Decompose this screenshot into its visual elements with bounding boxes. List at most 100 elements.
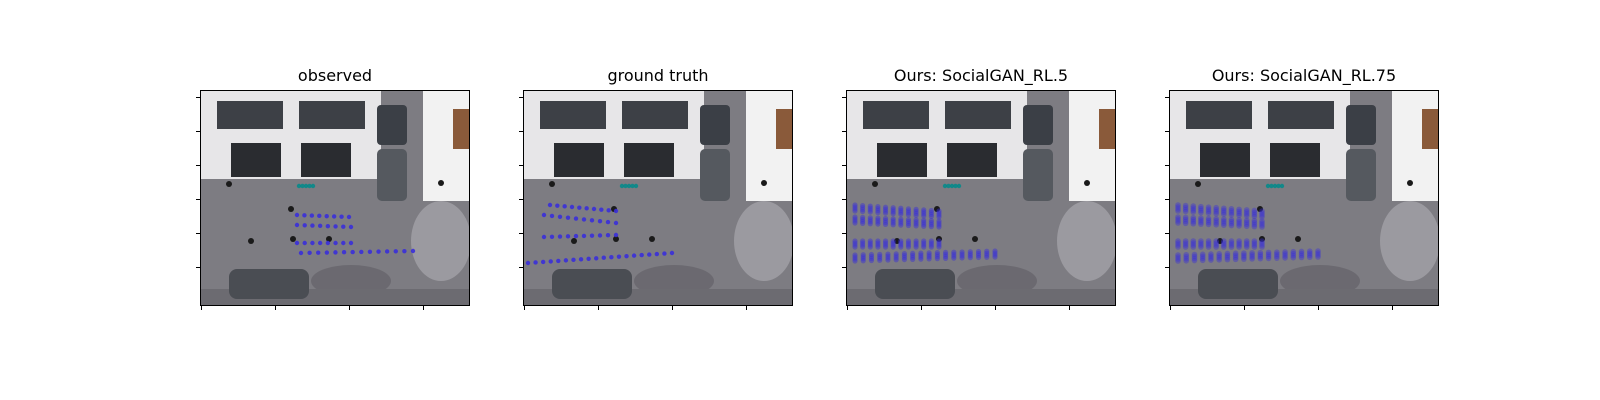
- y-tick: [1165, 165, 1170, 166]
- predicted-track-point: [1198, 240, 1204, 246]
- track-point: [669, 250, 675, 256]
- predicted-track-point: [860, 204, 866, 211]
- predicted-track-point: [1228, 244, 1235, 250]
- predicted-track-point: [1251, 244, 1258, 250]
- predicted-track-point: [1251, 223, 1258, 230]
- predicted-track-point: [898, 238, 904, 244]
- predicted-track-point: [1175, 206, 1181, 212]
- predicted-track-point: [905, 212, 912, 218]
- predicted-track-point: [867, 219, 873, 225]
- predicted-track-point: [905, 216, 912, 223]
- observed-track-point: [623, 183, 628, 189]
- predicted-track-point: [936, 218, 942, 224]
- observed-track-point: [296, 183, 302, 189]
- predicted-track-point: [1190, 240, 1197, 246]
- track-point: [662, 251, 667, 256]
- observed-track-point: [946, 183, 951, 189]
- predicted-track-point: [926, 254, 932, 260]
- predicted-track-point: [1175, 244, 1181, 250]
- predicted-track-point: [867, 221, 873, 227]
- x-tick: [1318, 305, 1319, 310]
- predicted-track-point: [967, 255, 973, 261]
- observed-track-point: [341, 250, 347, 255]
- predicted-track-point: [1198, 219, 1204, 225]
- predicted-track-point: [1182, 220, 1189, 227]
- pedestrian: [1295, 236, 1301, 242]
- predicted-track-point: [913, 208, 919, 214]
- y-tick: [842, 165, 847, 166]
- y-tick: [842, 267, 847, 268]
- predicted-track-point: [890, 244, 896, 250]
- pedestrian: [972, 236, 978, 242]
- predicted-track-point: [1221, 238, 1227, 244]
- predicted-track-point: [890, 218, 896, 224]
- predicted-track-point: [934, 250, 940, 256]
- predicted-track-point: [1241, 254, 1247, 260]
- predicted-track-point: [928, 207, 934, 214]
- predicted-track-point: [905, 244, 912, 250]
- track-point: [631, 253, 637, 258]
- x-tick: [1170, 305, 1171, 310]
- predicted-track-point: [860, 220, 866, 226]
- predicted-track-point: [890, 238, 896, 244]
- predicted-track-point: [1183, 255, 1190, 262]
- predicted-track-point: [1241, 252, 1247, 258]
- predicted-track-point: [1213, 204, 1219, 211]
- predicted-track-point: [1221, 240, 1227, 246]
- observed-track-point: [949, 183, 955, 189]
- predicted-track-point: [901, 256, 908, 263]
- predicted-track-point: [928, 244, 934, 250]
- predicted-track-point: [951, 253, 957, 259]
- track-point: [577, 205, 582, 210]
- predicted-track-point: [860, 208, 866, 215]
- predicted-track-point: [1251, 221, 1258, 228]
- predicted-track-point: [890, 205, 896, 211]
- track-point: [556, 258, 561, 264]
- predicted-track-point: [1213, 210, 1219, 217]
- predicted-track-point: [893, 257, 899, 263]
- predicted-track-point: [1175, 258, 1181, 264]
- predicted-track-point: [890, 240, 896, 246]
- parked-car: [1023, 149, 1053, 201]
- predicted-track-point: [1175, 220, 1181, 226]
- predicted-track-point: [1198, 221, 1204, 227]
- predicted-track-point: [852, 220, 858, 226]
- panel-observed: observed: [196, 62, 470, 310]
- panel-socialgan-rl-75: Ours: SocialGAN_RL.75: [1165, 62, 1439, 310]
- predicted-track-point: [860, 242, 866, 248]
- observed-track-point: [384, 249, 390, 254]
- track-point: [573, 216, 579, 221]
- predicted-track-point: [1282, 249, 1288, 255]
- predicted-track-point: [1290, 248, 1297, 255]
- awning: [776, 109, 792, 149]
- street-scene: [201, 91, 469, 305]
- predicted-track-point: [1228, 208, 1235, 214]
- predicted-track-point: [942, 251, 949, 258]
- predicted-track-point: [936, 240, 942, 246]
- predicted-track-point: [1236, 212, 1242, 219]
- predicted-track-point: [860, 254, 866, 260]
- pedestrian: [613, 236, 619, 242]
- predicted-track-point: [905, 238, 912, 244]
- predicted-track-point: [1213, 208, 1219, 215]
- observed-track-point: [294, 222, 300, 228]
- window: [540, 101, 606, 129]
- window: [1186, 101, 1252, 129]
- predicted-track-point: [934, 254, 940, 260]
- observed-track-point: [341, 224, 346, 229]
- track-point: [557, 214, 563, 219]
- predicted-track-point: [1175, 242, 1181, 248]
- observed-track-point: [317, 240, 323, 246]
- predicted-track-point: [975, 254, 982, 261]
- predicted-track-point: [1259, 238, 1265, 244]
- predicted-track-point: [852, 240, 858, 246]
- predicted-track-point: [860, 202, 866, 209]
- predicted-track-point: [1259, 240, 1265, 246]
- predicted-track-point: [1182, 238, 1189, 244]
- observed-track-point: [942, 183, 948, 189]
- predicted-track-point: [1232, 256, 1239, 263]
- predicted-track-point: [921, 240, 927, 246]
- track-point: [562, 204, 567, 209]
- track-point: [541, 234, 547, 240]
- predicted-track-point: [867, 242, 873, 248]
